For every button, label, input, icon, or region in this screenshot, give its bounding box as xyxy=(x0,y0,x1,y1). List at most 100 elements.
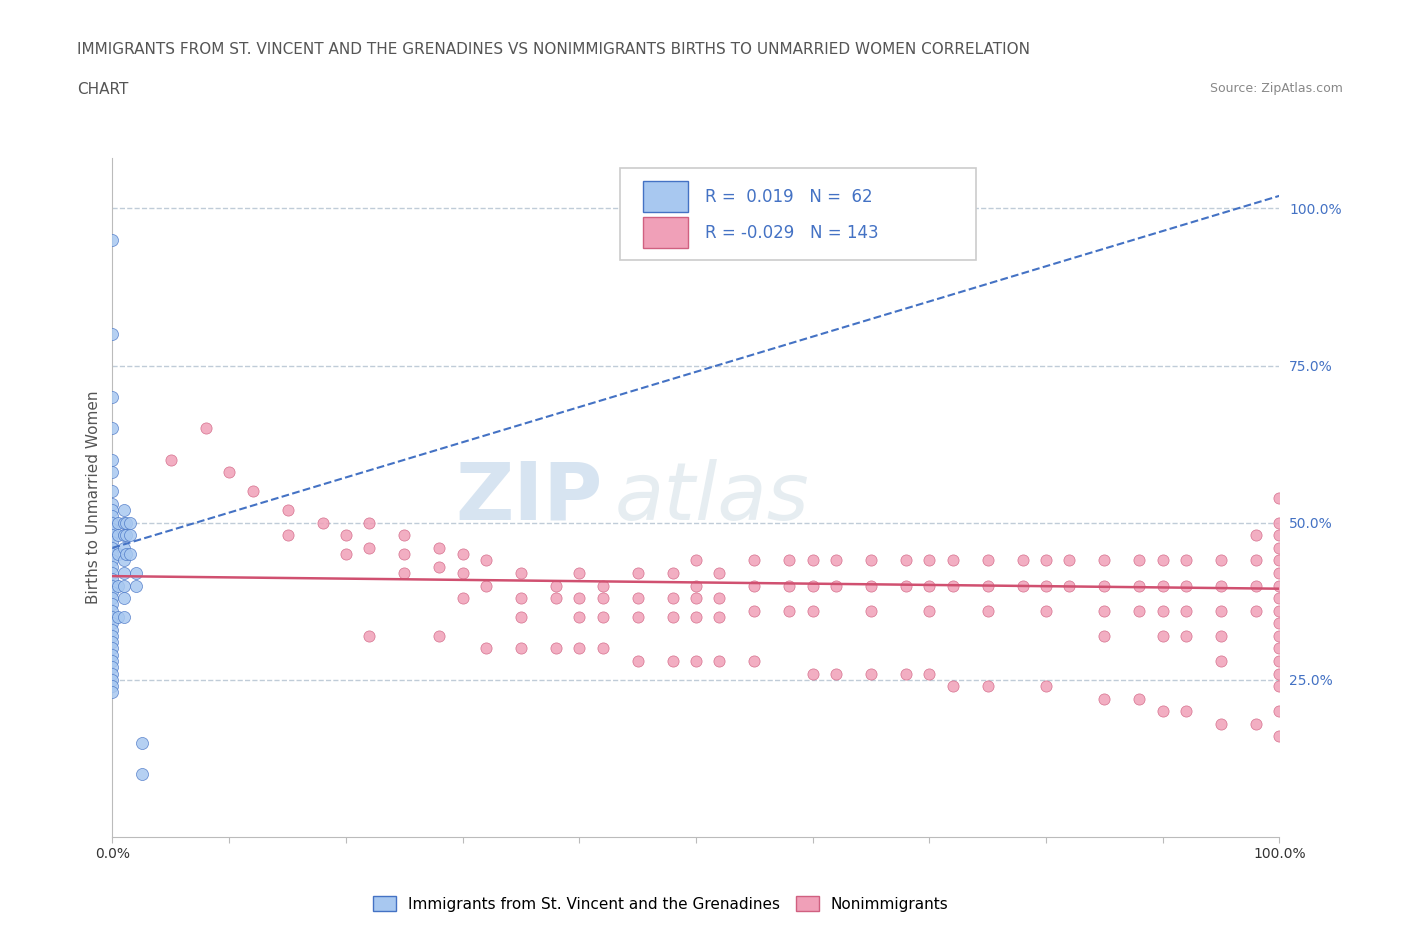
Point xyxy=(1209,578,1232,593)
Point xyxy=(101,534,124,549)
Point xyxy=(1152,553,1174,568)
Point xyxy=(131,766,153,781)
Point xyxy=(427,559,450,574)
Text: CHART: CHART xyxy=(77,82,129,97)
Point xyxy=(1268,604,1291,618)
Point xyxy=(1268,616,1291,631)
Point xyxy=(101,497,124,512)
Point xyxy=(112,578,135,593)
Point xyxy=(742,654,765,669)
Point xyxy=(101,452,124,467)
Point xyxy=(544,641,567,656)
Point xyxy=(894,578,917,593)
Point xyxy=(1152,629,1174,644)
Point xyxy=(742,604,765,618)
Point xyxy=(1244,604,1267,618)
Point xyxy=(112,565,135,580)
Point xyxy=(825,578,848,593)
Point xyxy=(359,540,381,555)
Point xyxy=(1268,540,1291,555)
Point xyxy=(918,666,941,681)
Point xyxy=(276,528,298,543)
Point xyxy=(112,515,135,530)
Point xyxy=(1011,553,1033,568)
Point xyxy=(544,578,567,593)
Point xyxy=(101,629,124,644)
Point xyxy=(592,591,614,605)
Point xyxy=(359,629,381,644)
Point xyxy=(1268,490,1291,505)
Point xyxy=(709,654,731,669)
Point xyxy=(118,528,141,543)
Point xyxy=(101,666,124,681)
Bar xyxy=(644,218,688,248)
Point xyxy=(509,641,531,656)
Legend: Immigrants from St. Vincent and the Grenadines, Nonimmigrants: Immigrants from St. Vincent and the Gren… xyxy=(367,889,955,918)
Point xyxy=(1268,641,1291,656)
Point xyxy=(112,591,135,605)
Point xyxy=(242,484,264,498)
Point xyxy=(1268,679,1291,694)
Point xyxy=(112,503,135,518)
Point xyxy=(1128,553,1150,568)
Text: ZIP: ZIP xyxy=(456,458,603,537)
Point xyxy=(392,547,416,562)
Point xyxy=(592,641,614,656)
Point xyxy=(101,572,124,587)
Point xyxy=(1035,553,1057,568)
Point xyxy=(112,553,135,568)
Point xyxy=(1175,553,1198,568)
Point xyxy=(112,528,135,543)
Point xyxy=(101,421,124,436)
Point xyxy=(709,591,731,605)
Point xyxy=(1209,716,1232,731)
Point xyxy=(392,565,416,580)
Point xyxy=(451,591,474,605)
Point xyxy=(1209,629,1232,644)
Text: Source: ZipAtlas.com: Source: ZipAtlas.com xyxy=(1209,82,1343,95)
Point xyxy=(1092,553,1115,568)
Point xyxy=(1244,553,1267,568)
Point xyxy=(1268,565,1291,580)
Point xyxy=(918,578,941,593)
Point xyxy=(801,553,824,568)
Point xyxy=(1128,691,1150,706)
Point xyxy=(778,578,800,593)
Point xyxy=(1152,578,1174,593)
Point xyxy=(742,578,765,593)
Point xyxy=(118,515,141,530)
Point xyxy=(101,641,124,656)
Point xyxy=(101,540,124,555)
Point xyxy=(942,553,965,568)
Point xyxy=(801,666,824,681)
Point xyxy=(627,565,650,580)
Point xyxy=(509,609,531,624)
Point xyxy=(1175,704,1198,719)
Point xyxy=(101,326,124,341)
Point xyxy=(1268,729,1291,744)
Point xyxy=(627,609,650,624)
Point xyxy=(778,604,800,618)
Point xyxy=(568,609,591,624)
Point xyxy=(942,679,965,694)
Point xyxy=(101,515,124,530)
Point xyxy=(1011,578,1033,593)
Point xyxy=(392,528,416,543)
Point xyxy=(1268,515,1291,530)
Point xyxy=(112,540,135,555)
Point xyxy=(778,553,800,568)
Point xyxy=(859,553,883,568)
Point xyxy=(685,553,707,568)
Point xyxy=(101,591,124,605)
Point xyxy=(427,540,450,555)
Point xyxy=(1268,553,1291,568)
Point xyxy=(1035,679,1057,694)
Point xyxy=(101,232,124,247)
Point xyxy=(742,553,765,568)
Point xyxy=(592,578,614,593)
Point xyxy=(276,503,298,518)
Text: R =  0.019   N =  62: R = 0.019 N = 62 xyxy=(706,188,873,206)
Point xyxy=(1035,578,1057,593)
Point xyxy=(709,565,731,580)
Point xyxy=(1175,604,1198,618)
